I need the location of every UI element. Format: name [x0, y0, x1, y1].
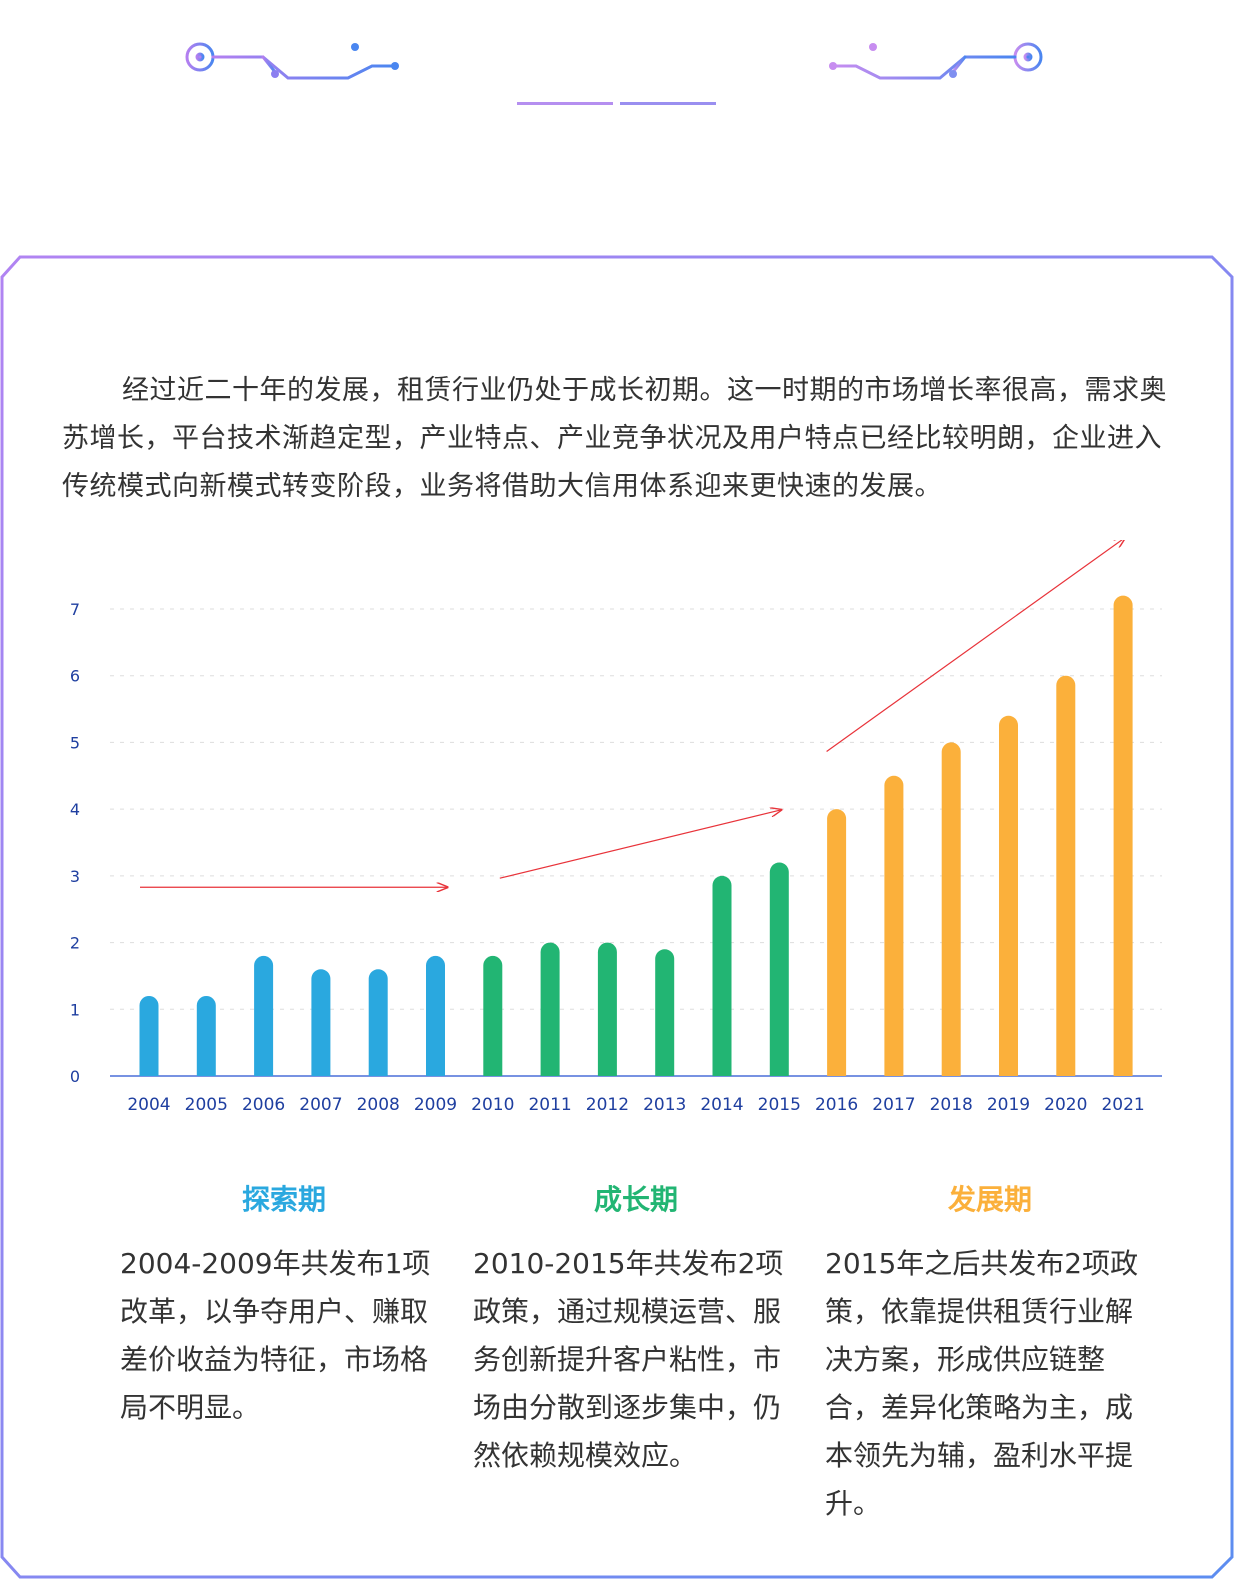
phase-text-explore: 2004-2009年共发布1项改革，以争夺用户、赚取差价收益为特征，市场格局不明…	[120, 1247, 431, 1424]
bar-2014	[712, 875, 732, 1076]
phase-text-develop: 2015年之后共发布2项政策，依靠提供租赁行业解决方案，形成供应链整合，差异化策…	[825, 1247, 1139, 1520]
x-tick-label: 2005	[185, 1095, 228, 1115]
bar-2010	[483, 955, 503, 1076]
bar-2017	[884, 775, 904, 1076]
phase-title-develop: 发展期	[947, 1183, 1032, 1216]
x-tick-label: 2019	[987, 1095, 1030, 1115]
bar-2007	[311, 969, 331, 1076]
growth-bar-chart: 0 1 2 3 4 5 6 7 2004 2005 2006 2007 2008 2009 2010 2011…	[70, 540, 1162, 1115]
bar-2016	[827, 809, 847, 1076]
y-tick-label: 1	[70, 1000, 80, 1019]
x-tick-label: 2004	[127, 1095, 170, 1115]
bar-2021	[1113, 595, 1133, 1076]
x-tick-label: 2021	[1101, 1095, 1144, 1115]
intro-paragraph: 经过近二十年的发展，租赁行业仍处于成长初期。这一时期的市场增长率很高，需求奥苏增…	[62, 375, 1167, 502]
bar-2020	[1056, 675, 1076, 1076]
x-tick-label: 2013	[643, 1095, 686, 1115]
phase-title-growth: 成长期	[593, 1183, 678, 1216]
x-tick-label: 2018	[930, 1095, 973, 1115]
trend-arrow	[499, 810, 782, 879]
y-tick-label: 0	[70, 1067, 80, 1086]
bar-2011	[540, 942, 560, 1076]
x-tick-label: 2017	[872, 1095, 915, 1115]
x-tick-label: 2016	[815, 1095, 858, 1115]
y-tick-label: 5	[70, 733, 80, 752]
bar-2012	[597, 942, 617, 1076]
phase-text-growth: 2010-2015年共发布2项政策，通过规模运营、服务创新提升客户粘性，市场由分…	[473, 1247, 784, 1472]
x-tick-label: 2006	[242, 1095, 285, 1115]
bar-2004	[139, 995, 159, 1076]
trend-arrow	[826, 540, 1126, 752]
x-tick-label: 2020	[1044, 1095, 1087, 1115]
circuit-decoration	[185, 42, 1043, 105]
x-tick-label: 2007	[299, 1095, 342, 1115]
x-tick-label: 2015	[758, 1095, 801, 1115]
x-tick-label: 2009	[414, 1095, 457, 1115]
bar-2019	[999, 715, 1018, 1076]
x-tick-label: 2012	[586, 1095, 629, 1115]
y-tick-label: 6	[70, 667, 80, 686]
x-tick-label: 2014	[700, 1095, 743, 1115]
y-tick-label: 3	[70, 867, 80, 886]
x-tick-label: 2010	[471, 1095, 514, 1115]
bar-2008	[368, 969, 388, 1076]
bar-2015	[769, 862, 789, 1076]
y-tick-label: 4	[70, 800, 80, 819]
content-frame	[0, 255, 1234, 1579]
x-tick-label: 2008	[357, 1095, 400, 1115]
bar-2013	[655, 949, 675, 1076]
y-tick-label: 2	[70, 934, 80, 953]
bar-2009	[426, 955, 445, 1076]
bar-2018	[941, 742, 961, 1076]
x-tick-label: 2011	[528, 1095, 571, 1115]
bar-2006	[254, 955, 274, 1076]
phase-title-explore: 探索期	[241, 1183, 326, 1216]
bar-2005	[196, 995, 216, 1076]
y-tick-label: 7	[70, 600, 80, 619]
